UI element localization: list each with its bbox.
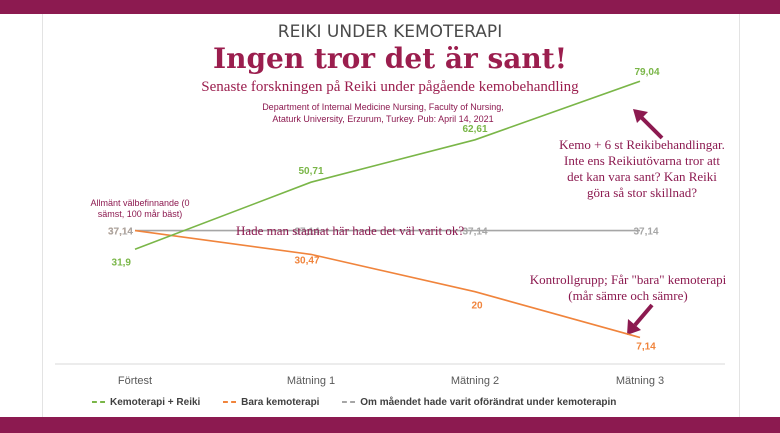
- legend-label-kemo: Bara kemoterapi: [241, 396, 320, 408]
- annotation-control-group: Kontrollgrupp; Får "bara" kemoterapi (må…: [529, 272, 727, 303]
- slide-kicker: REIKI UNDER KEMOTERAPI: [277, 22, 503, 42]
- data-label-reiki: 79,04: [634, 67, 659, 78]
- slide-title: Ingen tror det är sant!: [212, 42, 568, 75]
- legend-item-reiki: Kemoterapi + Reiki: [92, 397, 200, 408]
- annotation-baseline: Hade man stannat här hade det väl varit …: [236, 223, 465, 238]
- annotation-arrows: [627, 109, 664, 335]
- data-label-unchanged: 37,14: [108, 227, 133, 238]
- arrow-head-control: [627, 319, 641, 335]
- legend-swatch-reiki: [92, 401, 105, 403]
- arrow-shaft-control: [633, 303, 654, 327]
- data-label-kemo: 20: [471, 301, 483, 312]
- x-tick-label: Mätning 2: [451, 375, 499, 387]
- data-label-reiki: 31,9: [112, 257, 132, 268]
- annotation-reiki-group: Kemo + 6 st Reikibehandlingar. Inte ens …: [559, 137, 725, 200]
- data-label-kemo: 7,14: [636, 342, 656, 353]
- legend-label-unchanged: Om måendet hade varit oförändrat under k…: [360, 396, 617, 408]
- data-label-unchanged: 37,14: [294, 227, 319, 238]
- series-line-kemo: [134, 229, 641, 339]
- slide-panel: [42, 14, 740, 417]
- chart-legend: Kemoterapi + Reiki Bara kemoterapi Om må…: [92, 395, 712, 409]
- y-axis-label: Allmänt välbefinnande (0 sämst, 100 mår …: [90, 198, 190, 219]
- top-band: [0, 0, 780, 14]
- x-tick-label: Mätning 3: [616, 375, 664, 387]
- x-tick-label: Mätning 1: [287, 375, 335, 387]
- legend-swatch-kemo: [223, 401, 237, 403]
- series-line-reiki: [134, 80, 641, 251]
- data-label-unchanged: 37,14: [633, 227, 658, 238]
- legend-swatch-unchanged: [342, 401, 356, 403]
- data-label-reiki: 62,61: [462, 124, 487, 135]
- slide-subtitle: Senaste forskningen på Reiki under pågåe…: [201, 79, 579, 95]
- data-label-unchanged: 37,14: [462, 227, 487, 238]
- x-tick-label: Förtest: [118, 375, 152, 387]
- x-axis: Förtest Mätning 1 Mätning 2 Mätning 3: [55, 363, 725, 387]
- bottom-band: [0, 417, 780, 433]
- data-label-kemo: 30,47: [294, 255, 319, 266]
- legend-item-kemo: Bara kemoterapi: [223, 397, 319, 408]
- arrow-head-reiki: [633, 109, 648, 123]
- source-citation: Department of Internal Medicine Nursing,…: [262, 102, 504, 124]
- data-labels: 31,9 50,71 62,61 79,04 37,14 30,47 20 7,14 37,14…: [108, 67, 660, 352]
- series-lines: [134, 80, 641, 339]
- data-label-reiki: 50,71: [298, 166, 323, 177]
- data-label-kemo: 37,14: [108, 227, 133, 238]
- arrow-shaft-reiki: [639, 115, 664, 140]
- legend-item-unchanged: Om måendet hade varit oförändrat under k…: [342, 397, 616, 408]
- legend-label-reiki: Kemoterapi + Reiki: [110, 396, 201, 408]
